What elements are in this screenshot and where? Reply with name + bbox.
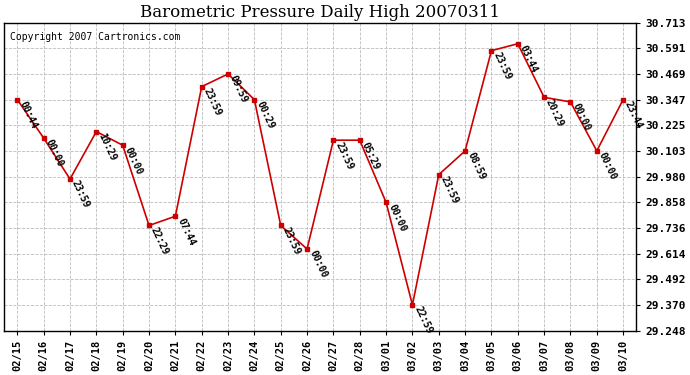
Text: 00:00: 00:00	[43, 138, 65, 169]
Text: 07:44: 07:44	[175, 216, 197, 247]
Text: 22:59: 22:59	[413, 305, 434, 336]
Text: 00:29: 00:29	[255, 100, 276, 130]
Text: 23:59: 23:59	[281, 225, 302, 256]
Text: 00:00: 00:00	[571, 102, 592, 133]
Text: 03:44: 03:44	[518, 44, 540, 75]
Text: 08:59: 08:59	[465, 151, 486, 182]
Text: 20:29: 20:29	[544, 98, 566, 128]
Text: 23:59: 23:59	[491, 51, 513, 81]
Text: 23:59: 23:59	[70, 179, 92, 210]
Text: 00:00: 00:00	[386, 202, 408, 233]
Text: 23:59: 23:59	[201, 87, 223, 117]
Text: 09:59: 09:59	[228, 74, 250, 105]
Text: 10:29: 10:29	[97, 132, 118, 162]
Text: Copyright 2007 Cartronics.com: Copyright 2007 Cartronics.com	[10, 32, 181, 42]
Text: 00:44: 00:44	[17, 100, 39, 130]
Text: 05:29: 05:29	[359, 140, 381, 171]
Text: 00:00: 00:00	[597, 151, 618, 182]
Text: 00:00: 00:00	[307, 249, 328, 280]
Text: 22:29: 22:29	[149, 225, 170, 256]
Text: 23:59: 23:59	[333, 140, 355, 171]
Text: 23:59: 23:59	[439, 175, 460, 206]
Text: 23:44: 23:44	[623, 100, 644, 130]
Title: Barometric Pressure Daily High 20070311: Barometric Pressure Daily High 20070311	[140, 4, 500, 21]
Text: 00:00: 00:00	[123, 145, 144, 176]
